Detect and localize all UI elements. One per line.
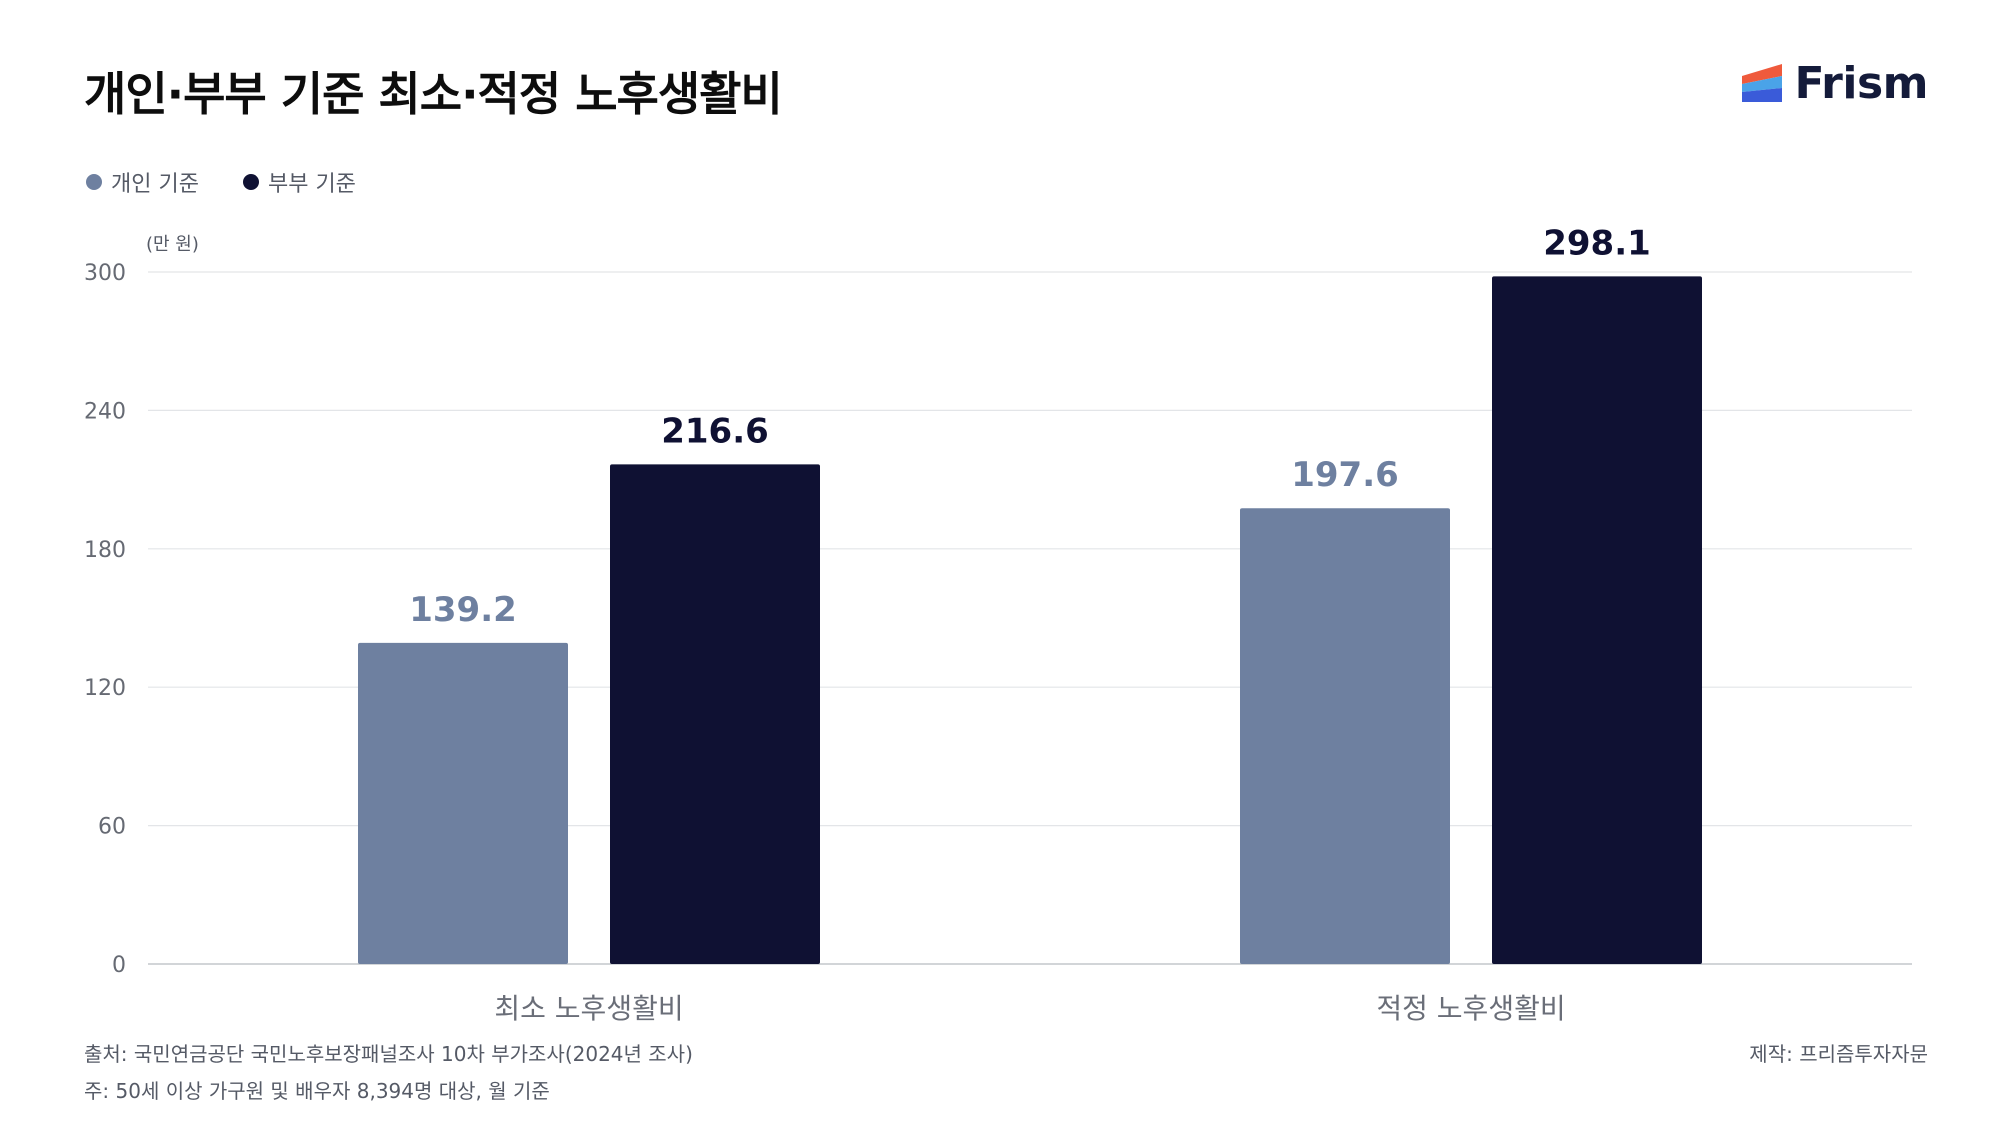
legend-dot-individual [86,174,102,190]
y-axis-unit-label: (만 원) [146,234,199,255]
x-category-label: 최소 노후생활비 [494,992,683,1025]
brand-name: Frism [1794,57,1928,109]
footnote: 주: 50세 이상 가구원 및 배우자 8,394명 대상, 월 기준 [84,1079,550,1103]
bar-value-label: 197.6 [1291,455,1399,495]
source-note: 출처: 국민연금공단 국민노후보장패널조사 10차 부가조사(2024년 조사) [84,1042,693,1066]
bar-individual-1 [1240,508,1450,964]
y-tick-label: 300 [84,261,126,286]
chart-legend: 개인 기준 부부 기준 [86,166,400,198]
bar-value-label: 216.6 [661,411,769,451]
bar-value-label: 139.2 [409,590,517,630]
frism-logo-icon [1742,64,1783,102]
bar-couple-0 [610,464,820,964]
bar-value-label: 298.1 [1543,223,1651,263]
bar-individual-0 [358,642,568,964]
legend-item-individual: 개인 기준 [86,166,199,198]
y-tick-label: 60 [98,815,126,840]
chart-title: 개인·부부 기준 최소·적정 노후생활비 [84,67,783,121]
legend-item-couple: 부부 기준 [242,166,356,198]
y-tick-label: 0 [112,953,126,978]
x-category-label: 적정 노후생활비 [1376,992,1565,1025]
bar-couple-1 [1492,276,1702,964]
legend-label-couple: 부부 기준 [267,172,356,197]
y-tick-label: 240 [84,399,126,424]
legend-label-individual: 개인 기준 [111,172,199,197]
credit-note: 제작: 프리즘투자자문 [1749,1042,1928,1066]
y-tick-label: 180 [84,538,126,563]
y-tick-label: 120 [84,676,126,701]
legend-dot-couple [242,174,259,190]
brand-logo: Frism [1742,57,1928,109]
